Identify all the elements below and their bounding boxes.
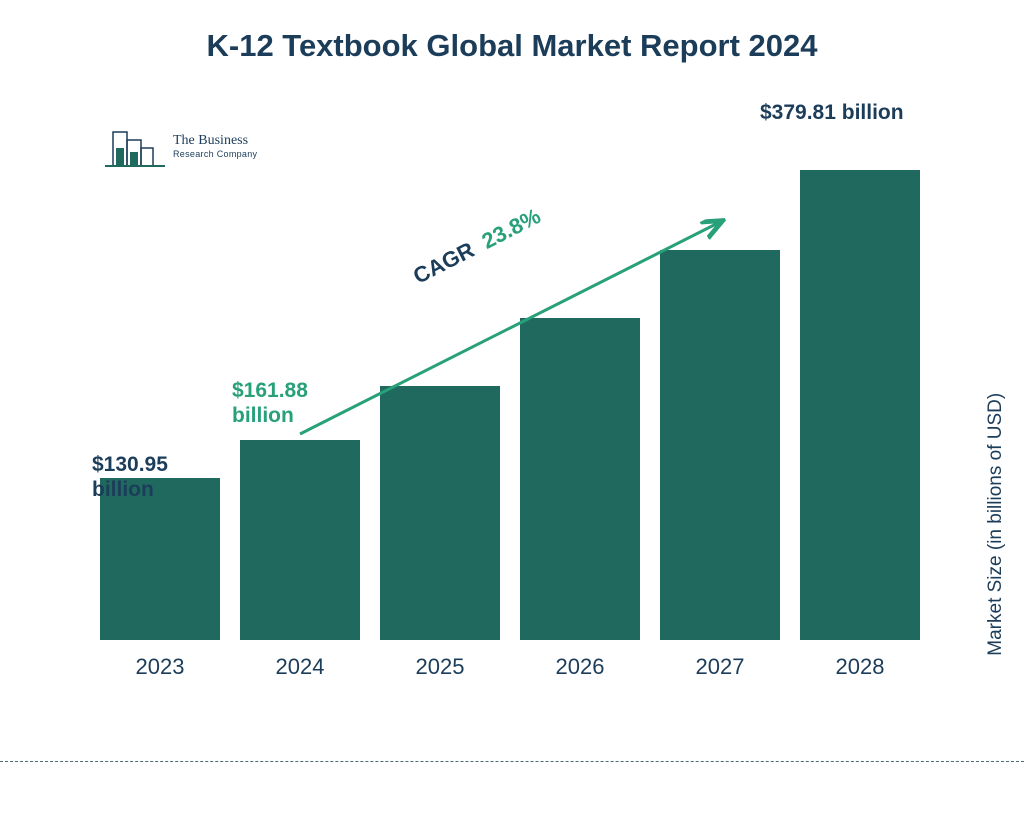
bar-wrap [240, 440, 360, 640]
bar [800, 170, 920, 640]
bar-wrap [800, 170, 920, 640]
bar [380, 386, 500, 640]
bar-wrap [520, 318, 640, 640]
bars-container [100, 120, 920, 640]
value-label-2024: $161.88 billion [232, 378, 308, 428]
chart-title: K-12 Textbook Global Market Report 2024 [0, 0, 1024, 64]
x-tick-label: 2027 [660, 646, 780, 680]
chart-area: 2023 2024 2025 2026 2027 2028 [100, 120, 920, 680]
x-tick-label: 2025 [380, 646, 500, 680]
x-tick-label: 2023 [100, 646, 220, 680]
bar-wrap [660, 250, 780, 640]
x-axis-labels: 2023 2024 2025 2026 2027 2028 [100, 646, 920, 680]
y-axis-label: Market Size (in billions of USD) [985, 393, 1007, 656]
x-tick-label: 2024 [240, 646, 360, 680]
bar [660, 250, 780, 640]
x-tick-label: 2026 [520, 646, 640, 680]
bar-wrap [380, 386, 500, 640]
bar [520, 318, 640, 640]
bottom-divider [0, 761, 1024, 762]
bar [240, 440, 360, 640]
x-tick-label: 2028 [800, 646, 920, 680]
value-label-2023: $130.95 billion [92, 452, 168, 502]
value-label-2028: $379.81 billion [760, 100, 904, 125]
